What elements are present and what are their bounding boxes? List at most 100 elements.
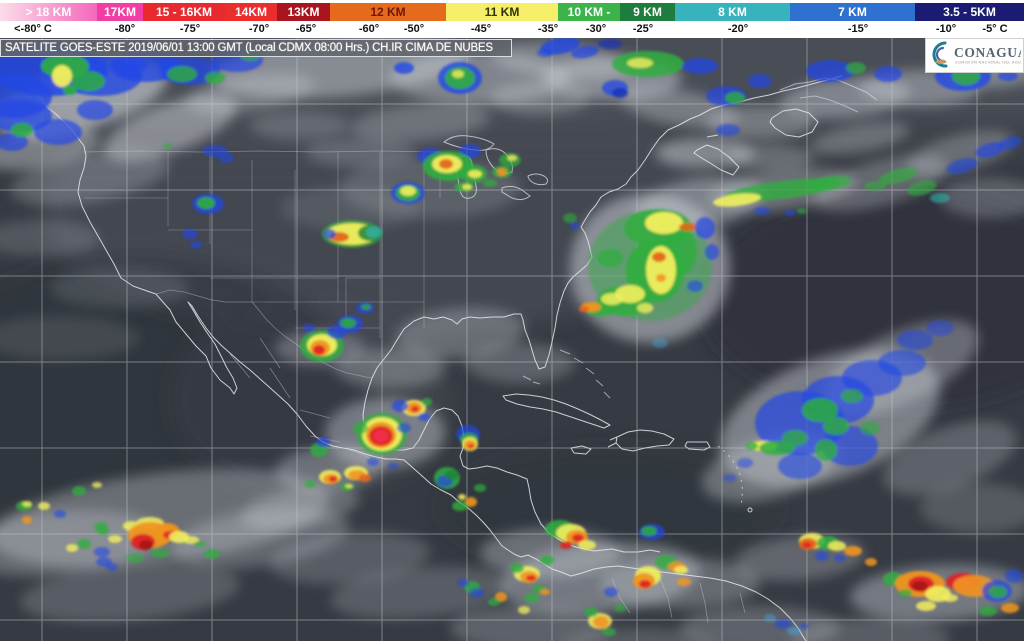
gray-cloud [20, 563, 240, 623]
storm-cell-blue [367, 458, 379, 466]
storm-cell-orange [656, 274, 666, 282]
storm-cell-yellow [828, 541, 846, 551]
storm-cell-yellow [645, 212, 683, 234]
temp-label: -70° [248, 23, 270, 35]
scale-segment-11: 3.5 - 5KM [915, 3, 1024, 21]
temp-label: -30° [585, 23, 607, 35]
storm-cell-green [204, 549, 220, 559]
storm-cell-yellow [637, 303, 653, 313]
storm-cell-blue [716, 124, 740, 136]
temp-label: -75° [179, 23, 201, 35]
storm-cell-blue [0, 133, 28, 151]
storm-cell-blue [975, 142, 1005, 158]
storm-cell-yellow [183, 536, 199, 544]
storm-cell-yellow [458, 494, 466, 500]
conagua-logo-graphic: CONAGUA COMISIÓN NACIONAL DEL AGUA [932, 41, 1021, 68]
storm-cell-green [304, 480, 316, 488]
storm-cell-orange [22, 516, 32, 524]
gray-cloud [940, 178, 1024, 218]
temp-row: <-80° C -80° -75° -70° -65° -60° -50° -45° -35° -… [0, 22, 1024, 38]
storm-cell-blue [806, 60, 854, 82]
storm-cell-yellow [52, 65, 72, 87]
border-us-canada [83, 150, 441, 153]
temp-label: -25° [632, 23, 654, 35]
temp-label: -15° [847, 23, 869, 35]
storm-cell-blue [457, 579, 469, 587]
storm-cell-blue [687, 280, 703, 292]
storm-cell-green [205, 72, 225, 84]
border-us-mexico [155, 289, 373, 379]
gray-cloud [0, 220, 100, 256]
storm-cell-blue [218, 153, 234, 163]
storm-cell-cyan [652, 338, 668, 348]
storm-cell-green [846, 62, 866, 74]
island-nova-scotia [693, 134, 740, 176]
storm-cell-blue [799, 623, 809, 629]
storm-cell-blue [123, 58, 147, 72]
storm-cell-blue [705, 244, 719, 260]
storm-cell-green [150, 548, 170, 558]
storm-cell-green [63, 85, 77, 95]
storm-cell-yellow [713, 193, 761, 207]
temp-label: -5° C [982, 23, 1008, 35]
storm-cell-blue [190, 241, 202, 249]
temp-label: -50° [403, 23, 425, 35]
storm-cell-green [602, 628, 616, 636]
storm-cell-yellow [22, 501, 32, 507]
temp-label: -10° [935, 23, 957, 35]
storm-cell-green [584, 607, 598, 617]
storm-cell-yellow [942, 594, 958, 602]
storm-cell-blue [815, 551, 829, 561]
storm-cell-dgreen [445, 470, 459, 480]
storm-cell-green [71, 71, 105, 91]
storm-cell-green [11, 123, 33, 137]
storm-cell-green [808, 175, 852, 191]
islands-bahamas [522, 349, 611, 399]
scale-segment-6: 11 KM [446, 3, 558, 21]
storm-cell-blue [54, 510, 66, 518]
island-newfoundland [769, 108, 819, 138]
scale-segment-2: 15 - 16KM [143, 3, 225, 21]
storm-cell-yellow [462, 184, 472, 190]
storm-cell-green [759, 441, 795, 455]
storm-cell-blue [695, 217, 715, 239]
storm-cell-blue [459, 144, 481, 158]
storm-cell-yellow [578, 540, 596, 550]
map-canvas [0, 38, 1024, 641]
storm-cell-green [797, 208, 807, 214]
gray-cloud [790, 618, 950, 641]
storm-cell-green [361, 304, 371, 310]
gray-cloud [725, 145, 815, 171]
storm-cell-green [641, 526, 657, 536]
coast-gulf-atlantic [371, 75, 843, 379]
storm-cell-red [313, 345, 325, 355]
storm-cell-green [422, 398, 432, 406]
storm-cell-blue [537, 49, 553, 57]
storm-cell-orange [865, 558, 877, 566]
storm-cell-blue [77, 100, 113, 120]
storm-cell-blue [723, 474, 737, 482]
scale-segment-3: 14KM [225, 3, 277, 21]
scale-segment-9: 8 KM [675, 3, 790, 21]
storm-cell-orange [540, 589, 550, 595]
logo-subtitle: COMISIÓN NACIONAL DEL AGUA [955, 60, 1021, 65]
storm-cell-blue [470, 588, 484, 598]
storm-cell-red [560, 541, 572, 549]
storm-cell-blue [946, 158, 978, 174]
storm-cell-dorange [359, 474, 371, 482]
storm-cell-yellow [400, 186, 416, 196]
storm-cell-green [614, 604, 626, 612]
storm-cell-green [989, 586, 1007, 598]
gray-cloud [335, 348, 445, 388]
storm-cell-green [725, 92, 745, 104]
storm-cell-dred [139, 540, 153, 550]
storm-cell-blue [418, 413, 430, 421]
storm-cell-yellow [601, 293, 623, 305]
storm-cell-green [782, 430, 808, 446]
storm-cell-green [898, 589, 912, 597]
storm-cell-green [352, 422, 368, 434]
storm-cell-green [907, 180, 937, 196]
storm-cell-orange [1001, 603, 1019, 613]
storm-cell-cyan [787, 627, 801, 635]
